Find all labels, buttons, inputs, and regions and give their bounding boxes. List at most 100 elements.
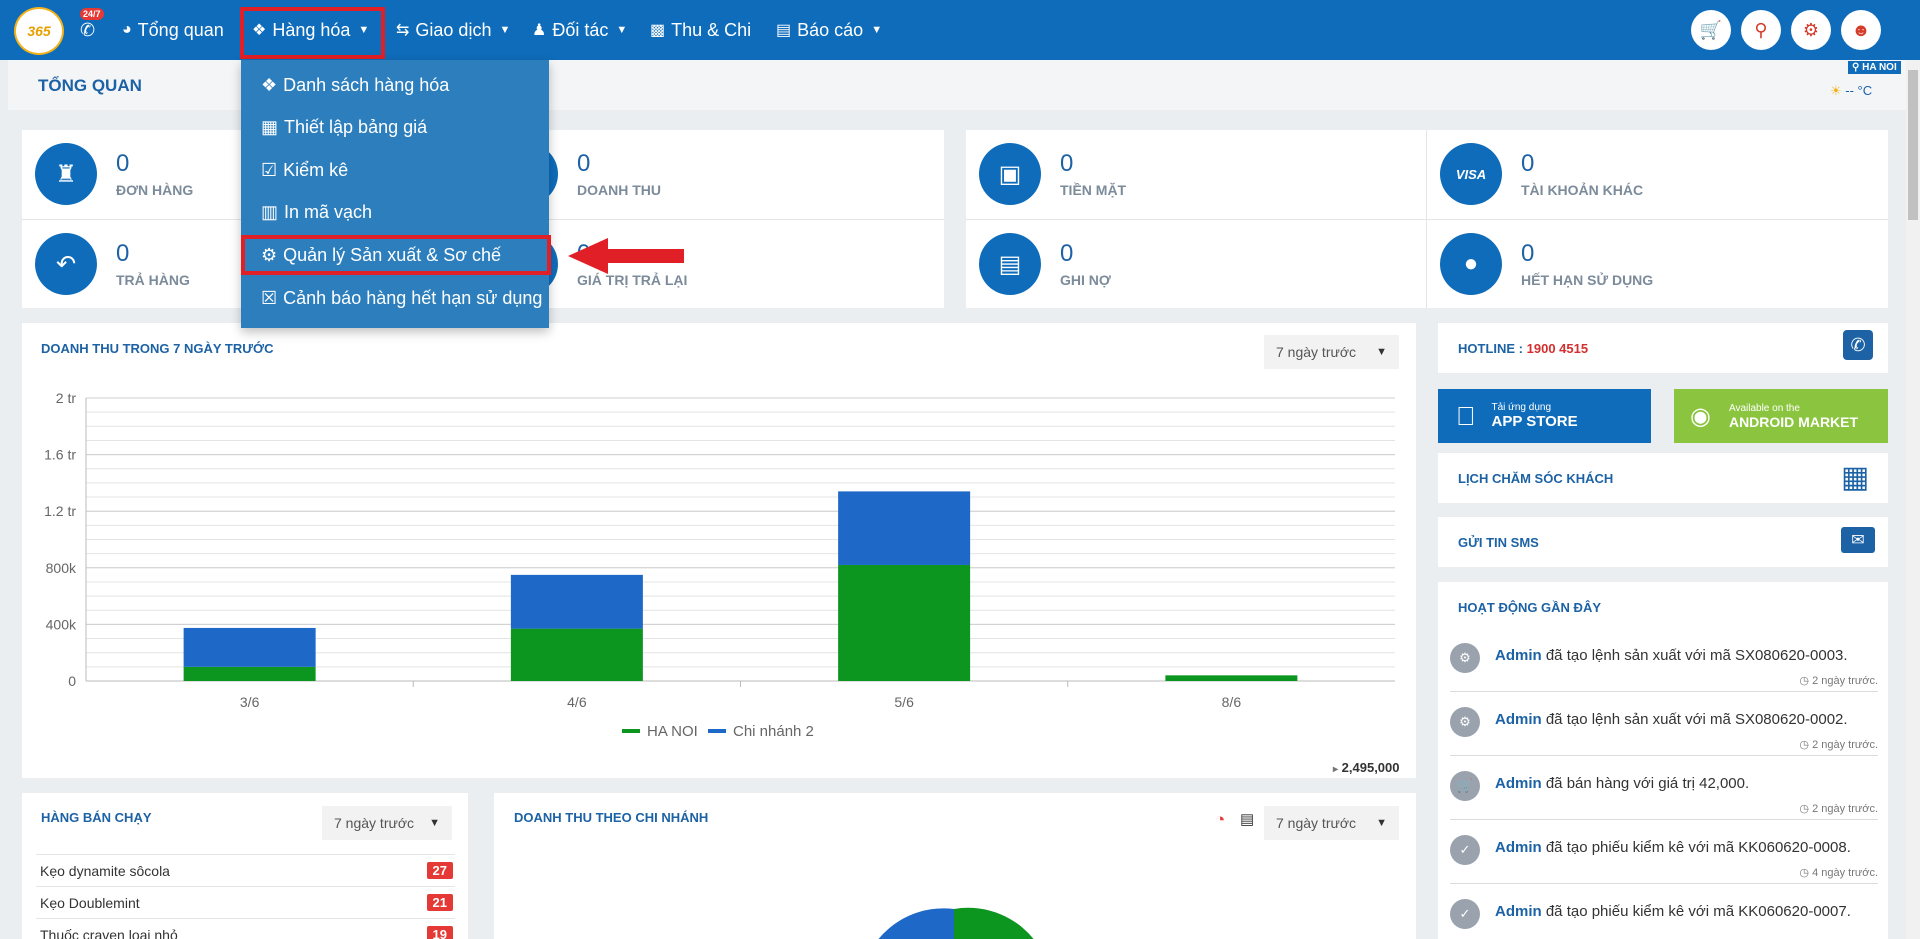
nav-bao-cao[interactable]: ▤ Báo cáo ▼ <box>776 0 882 60</box>
appstore-big: APP STORE <box>1472 413 1578 430</box>
sms-title[interactable]: GỬI TIN SMS <box>1458 535 1539 550</box>
activity-text: Admin đã tạo lệnh sản xuất với mã SX0806… <box>1495 711 1848 728</box>
phone-icon[interactable]: ✆ <box>1843 330 1873 360</box>
tags-icon: ♜ <box>35 143 97 205</box>
care-schedule-box[interactable] <box>1438 453 1888 503</box>
nav-hang-hoa[interactable]: ❖ Hàng hóa ▼ <box>252 0 369 60</box>
caret-down-icon: ▼ <box>429 817 440 829</box>
menu-item-in-ma-vach[interactable]: ▥ In mã vạch <box>261 202 372 223</box>
nav-label: Giao dịch <box>415 19 492 40</box>
scrollbar[interactable] <box>1906 60 1920 939</box>
cart-icon: 🛒 <box>1450 771 1480 801</box>
menu-item-danh-sach-hang-hoa[interactable]: ❖ Danh sách hàng hóa <box>261 75 449 96</box>
bar-chi-nhánh-2 <box>838 491 971 565</box>
activity-user[interactable]: Admin <box>1495 839 1542 856</box>
y-tick-label: 1.6 tr <box>44 447 76 463</box>
activity-time: ◷ 2 ngày trước. <box>1799 802 1878 815</box>
support-badge: 24/7 <box>80 8 104 20</box>
activity-title: HOẠT ĐỘNG GẦN ĐÂY <box>1458 600 1601 615</box>
activity-desc: đã tạo phiếu kiểm kê với mã KK060620-000… <box>1541 839 1851 856</box>
revenue-period-select[interactable]: 7 ngày trước ▼ <box>1264 335 1399 369</box>
list-item[interactable]: Kẹo dynamite sôcola 27 <box>36 854 455 886</box>
clock-icon: ◷ <box>1799 675 1809 687</box>
x-tick-label: 8/6 <box>1222 694 1242 710</box>
activity-desc: đã bán hàng với giá trị 42,000. <box>1541 775 1750 792</box>
android-button[interactable]: ◉ Available on the ANDROID MARKET <box>1674 389 1888 443</box>
android-text: Available on the ANDROID MARKET <box>1729 403 1858 430</box>
menu-item-canh-bao-het-han[interactable]: ☒ Cảnh báo hàng hết hạn sử dụng <box>261 288 542 309</box>
pie-chart-icon[interactable]: ◔ <box>1215 810 1226 829</box>
sms-box[interactable] <box>1438 517 1888 567</box>
divider <box>1450 755 1878 756</box>
y-tick-label: 0 <box>68 673 76 689</box>
nav-label: Tổng quan <box>137 19 224 40</box>
check-icon: ✓ <box>1450 899 1480 929</box>
care-schedule-title[interactable]: LỊCH CHĂM SÓC KHÁCH <box>1458 471 1614 486</box>
menu-item-kiem-ke[interactable]: ☑ Kiểm kê <box>261 160 348 181</box>
stat-value: 0 <box>116 240 130 267</box>
revenue-chart: 0 400k 800k 1.2 tr 1.6 tr 2 tr 3/6 4/6 5/6 8/6 HA … <box>44 390 1395 740</box>
stat-value: 0 <box>577 150 591 177</box>
product-name: Kẹo Doublemint <box>40 894 140 911</box>
gear-icon[interactable]: ⚙ <box>1791 10 1831 50</box>
nav-highlight-box <box>240 7 385 59</box>
count-badge: 27 <box>426 862 453 879</box>
nav-doi-tac[interactable]: ♟ Đối tác ▼ <box>532 0 627 60</box>
user-icon[interactable]: ☻ <box>1841 10 1881 50</box>
app-logo[interactable]: 365 <box>14 7 64 55</box>
menu-label: In mã vạch <box>284 202 373 222</box>
nav-tong-quan[interactable]: ◕ Tổng quan <box>122 0 224 60</box>
bomb-icon: ● <box>1440 233 1502 295</box>
nav-thu-chi[interactable]: ▩ Thu & Chi <box>650 0 751 60</box>
activity-user[interactable]: Admin <box>1495 647 1542 664</box>
hotline-label: HOTLINE : <box>1458 341 1523 356</box>
hot-period-select[interactable]: 7 ngày trước ▼ <box>322 806 452 840</box>
list-item[interactable]: Thuốc craven loại nhỏ 19 <box>36 918 455 939</box>
pie-slice-ha-noi <box>954 907 1034 939</box>
activity-user[interactable]: Admin <box>1495 775 1542 792</box>
activity-user[interactable]: Admin <box>1495 711 1542 728</box>
nav-giao-dich[interactable]: ⇆ Giao dịch ▼ <box>396 0 510 60</box>
list-item[interactable]: Kẹo Doublemint 21 <box>36 886 455 918</box>
dashboard-icon: ◕ <box>122 21 132 38</box>
scrollbar-thumb[interactable] <box>1908 70 1918 220</box>
divider <box>1450 883 1878 884</box>
stat-label: TRẢ HÀNG <box>116 272 190 288</box>
map-marker-icon[interactable]: ⚲ <box>1741 10 1781 50</box>
calendar-icon[interactable]: ▦ <box>1841 461 1870 494</box>
menu-label: Kiểm kê <box>283 160 349 180</box>
menu-label: Danh sách hàng hóa <box>283 75 450 95</box>
envelope-icon[interactable]: ✉ <box>1841 527 1875 553</box>
barcode-icon: ▥ <box>261 202 279 222</box>
y-tick-label: 2 tr <box>56 390 77 406</box>
bar-ha-noi <box>510 628 643 681</box>
top-navbar: 365 24/7 ✆ ◕ Tổng quan ❖ Hàng hóa ▼ ⇆ Gi… <box>0 0 1920 60</box>
appstore-button[interactable]:  Tải ứng dụng APP STORE <box>1438 389 1651 443</box>
product-name: Kẹo dynamite sôcola <box>40 862 170 879</box>
stat-value: 0 <box>1060 150 1074 177</box>
revenue-total: ▸ 2,495,000 <box>1333 760 1400 775</box>
bar-chi-nhánh-2 <box>183 627 316 667</box>
hotline-box <box>1438 323 1888 373</box>
activity-user[interactable]: Admin <box>1495 903 1542 920</box>
activity-time: ◷ 2 ngày trước. <box>1799 738 1878 751</box>
bar-ha-noi <box>838 564 971 681</box>
caret-down-icon: ▼ <box>358 24 370 36</box>
menu-item-quan-ly-san-xuat[interactable]: ⚙ Quản lý Sản xuất & Sơ chế <box>261 245 501 266</box>
hotline-number[interactable]: 1900 4515 <box>1526 341 1589 356</box>
phone-icon[interactable]: ✆ <box>80 20 96 40</box>
android-small: Available on the <box>1728 402 1800 414</box>
menu-item-thiet-lap-bang-gia[interactable]: ▦ Thiết lập bảng giá <box>261 117 427 138</box>
cart-icon[interactable]: 🛒 <box>1691 10 1731 50</box>
x-tick-label: 5/6 <box>894 694 914 710</box>
bar-chart-icon[interactable]: ▤ <box>1240 811 1255 828</box>
menu-highlight-box <box>241 235 551 275</box>
cogs-icon: ⚙ <box>1450 643 1480 673</box>
revenue-panel-title: DOANH THU TRONG 7 NGÀY TRƯỚC <box>41 341 274 356</box>
stat-value: 0 <box>1521 240 1535 267</box>
pointer-arrow-icon <box>568 238 684 274</box>
branch-period-select[interactable]: 7 ngày trước ▼ <box>1264 806 1399 840</box>
clock-icon: ◷ <box>1799 803 1809 815</box>
cash-icon: ▣ <box>979 143 1041 205</box>
stat-value: 0 <box>1521 150 1535 177</box>
